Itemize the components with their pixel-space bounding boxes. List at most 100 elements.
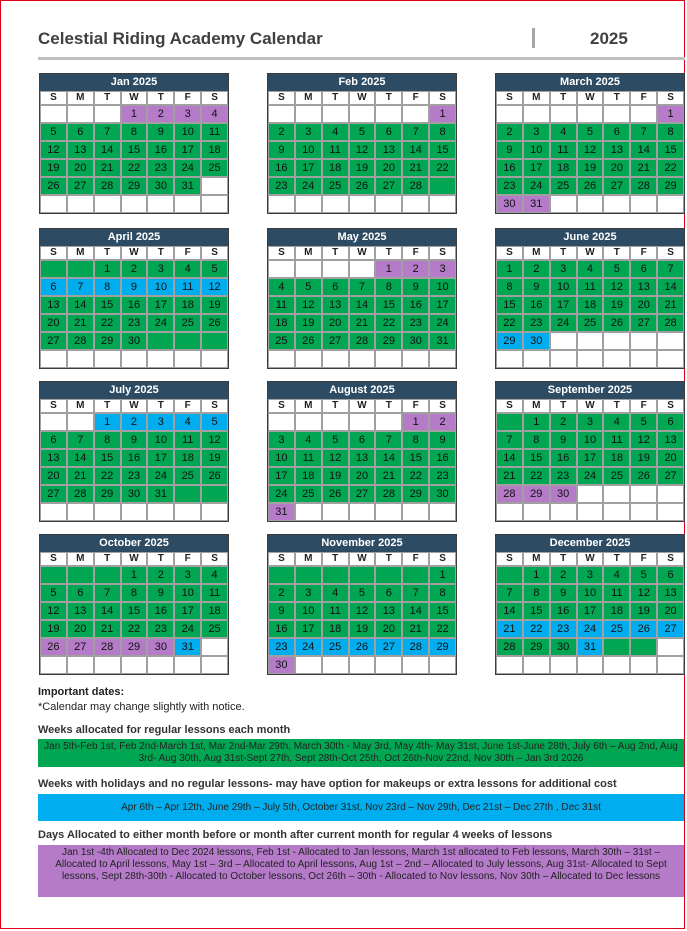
day-cell: 20 [630,296,658,314]
month-calendar: June 2025 S M T W T F S 1 2 3 4 5 6 7 8 9 10 11 12 13 14 15 16 1… [495,228,685,369]
day-cell: 19 [40,620,67,638]
day-cell: 5 [40,584,67,602]
day-cell [429,656,456,674]
day-cell: 26 [576,177,604,195]
day-cell [576,105,604,123]
day-cell [321,195,349,213]
day-cell: 2 [120,260,148,278]
day-cell [630,638,658,656]
day-cell: 7 [66,431,94,449]
day-cell: 26 [201,314,228,332]
day-cell: 27 [66,638,94,656]
day-cell: 21 [402,159,430,177]
month-title: November 2025 [268,535,456,552]
day-cell: 15 [657,141,684,159]
day-cell: 9 [147,584,175,602]
day-cell: 16 [147,141,175,159]
day-cell [348,350,376,368]
day-cell: 30 [549,485,577,503]
day-cell [402,105,430,123]
day-cell: 15 [120,141,148,159]
day-cell [429,503,456,521]
day-cell: 17 [429,296,456,314]
day-cell: 13 [630,278,658,296]
day-cell: 25 [321,638,349,656]
day-cell: 12 [630,584,658,602]
day-cell: 27 [348,485,376,503]
day-cell [402,350,430,368]
day-cell [630,332,658,350]
day-cell: 20 [603,159,631,177]
day-cell [576,656,604,674]
day-cell: 3 [147,413,175,431]
weekday-header: S [429,399,456,413]
day-cell: 18 [321,159,349,177]
day-cell: 5 [348,584,376,602]
day-cell: 25 [201,159,228,177]
day-cell [201,195,228,213]
day-cell: 2 [268,123,295,141]
day-cell: 25 [576,314,604,332]
day-cell: 19 [348,620,376,638]
change-note: *Calendar may change slightly with notic… [38,701,245,713]
day-cell [66,350,94,368]
day-cell: 7 [496,431,523,449]
month-grid: S M T W T F S 1 2 3 4 5 6 7 8 9 10 11 12 13 14 15 16 17 18 19 20 21… [496,399,684,521]
day-cell: 19 [201,449,228,467]
day-cell: 18 [603,449,631,467]
day-cell: 31 [522,195,550,213]
weekday-header: T [375,552,403,566]
day-cell [657,332,684,350]
day-cell: 7 [402,584,430,602]
day-cell: 27 [40,485,67,503]
day-cell [402,656,430,674]
day-cell: 29 [522,485,550,503]
day-cell: 9 [429,431,456,449]
day-cell: 4 [603,566,631,584]
day-cell: 27 [66,177,94,195]
day-cell [268,195,295,213]
month-title: August 2025 [268,382,456,399]
day-cell [375,413,403,431]
day-cell: 20 [375,159,403,177]
weekday-header: T [147,91,175,105]
weekday-header: F [630,399,658,413]
day-cell: 17 [576,602,604,620]
month-calendar: October 2025 S M T W T F S 1 2 3 4 5 6 7 8 9 10 11 12 13 14 15… [39,534,229,675]
day-cell [93,105,121,123]
day-cell: 10 [576,431,604,449]
day-cell: 3 [174,566,202,584]
weekday-header: S [657,552,684,566]
weekday-header: S [657,246,684,260]
day-cell: 16 [147,602,175,620]
day-cell: 21 [630,159,658,177]
weekday-header: W [576,399,604,413]
day-cell: 23 [522,314,550,332]
allocated-days-title: Days Allocated to either month before or… [38,829,553,841]
weekday-header: F [630,91,658,105]
day-cell: 25 [294,485,322,503]
month-calendar: November 2025 S M T W T F S 1 2 3 4 5 6 7 8 9 10 11 12 13 14 1… [267,534,457,675]
month-calendar: Feb 2025 S M T W T F S 1 2 3 4 5 6 7 8 9 10 11 12 13 14 15 16 17… [267,73,457,214]
day-cell: 12 [201,278,228,296]
day-cell [657,195,684,213]
day-cell: 10 [174,584,202,602]
day-cell: 10 [429,278,456,296]
day-cell: 31 [174,177,202,195]
day-cell: 20 [66,159,94,177]
day-cell [630,350,658,368]
day-cell: 23 [120,314,148,332]
day-cell: 13 [40,296,67,314]
day-cell: 6 [40,431,67,449]
day-cell: 16 [429,449,456,467]
day-cell: 8 [120,584,148,602]
month-title: July 2025 [40,382,228,399]
day-cell [576,332,604,350]
day-cell: 2 [522,260,550,278]
day-cell: 1 [402,413,430,431]
day-cell [147,195,175,213]
day-cell: 6 [603,123,631,141]
day-cell: 2 [496,123,523,141]
day-cell: 26 [40,177,67,195]
day-cell [174,503,202,521]
